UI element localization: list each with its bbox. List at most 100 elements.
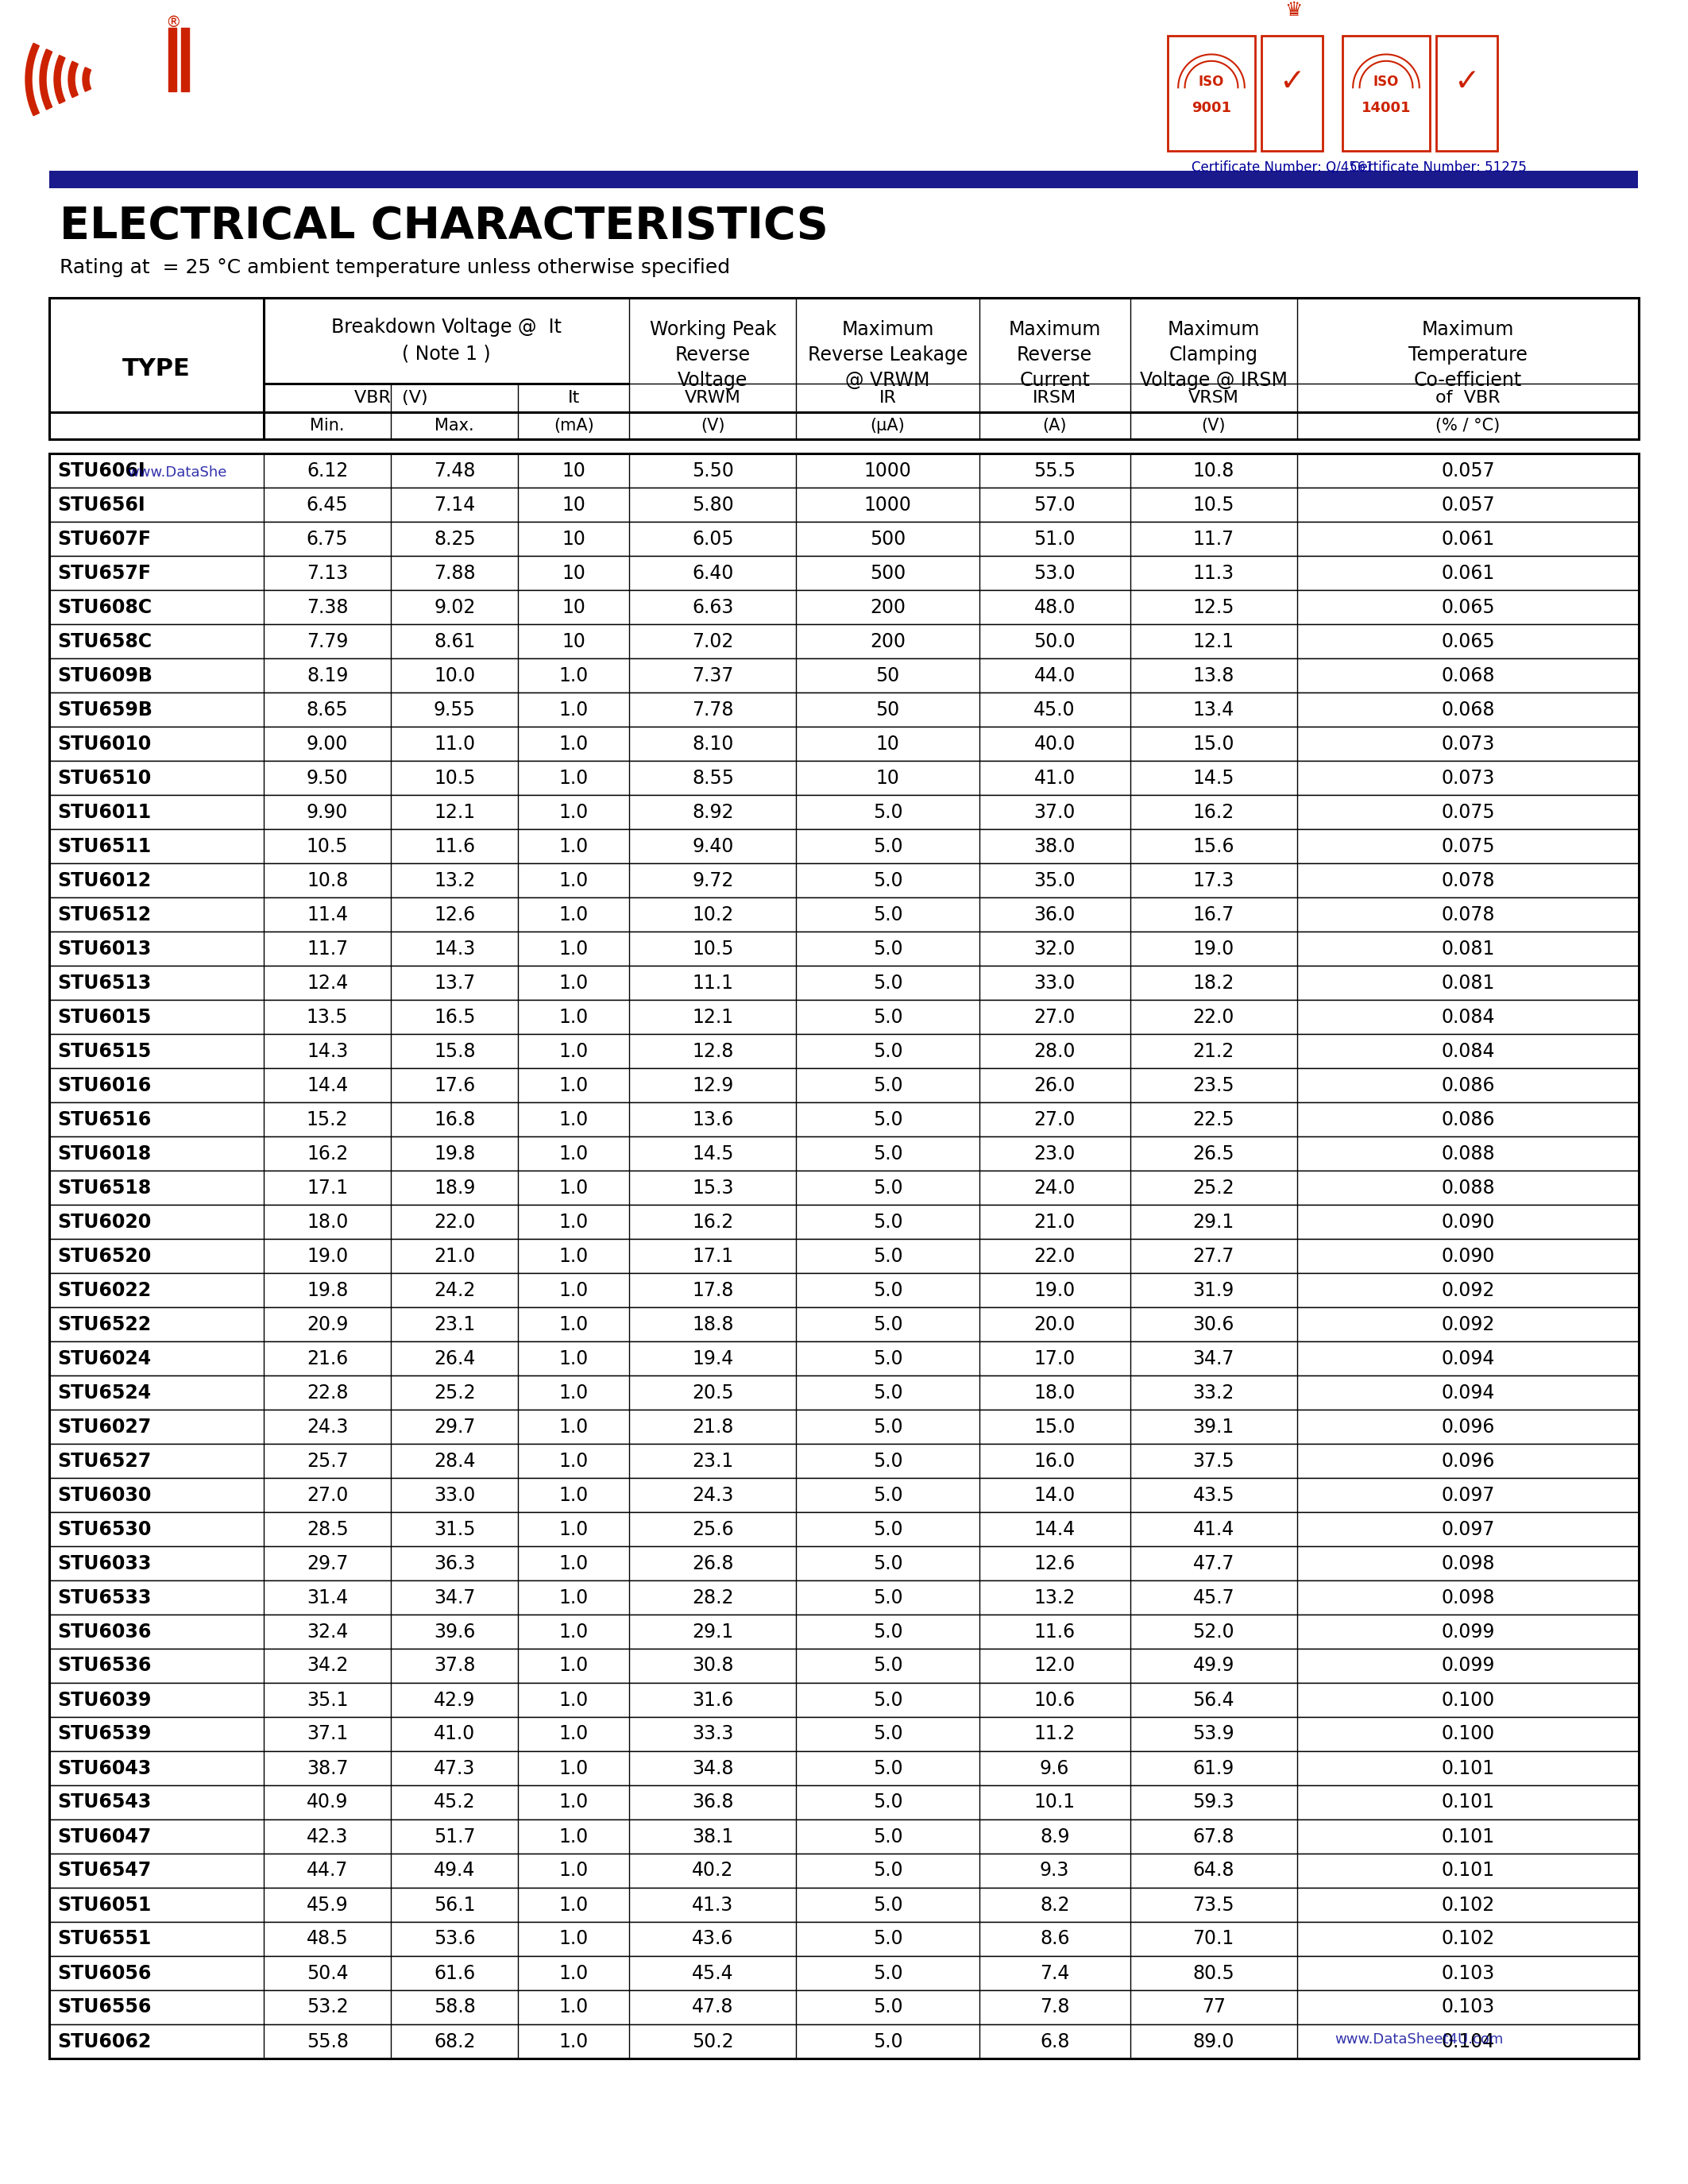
Bar <box>49 965 1639 1000</box>
Text: 45.9: 45.9 <box>307 1896 348 1915</box>
Text: 1.0: 1.0 <box>559 871 589 889</box>
Text: 14.0: 14.0 <box>1033 1485 1075 1505</box>
Text: 34.8: 34.8 <box>692 1758 734 1778</box>
Text: Min.: Min. <box>311 417 344 435</box>
Text: 14.5: 14.5 <box>1193 769 1234 788</box>
Text: 1.0: 1.0 <box>559 1452 589 1470</box>
Text: 5.0: 5.0 <box>873 1212 903 1232</box>
Text: 22.8: 22.8 <box>307 1382 348 1402</box>
Text: 1.0: 1.0 <box>559 836 589 856</box>
Text: 45.0: 45.0 <box>1033 701 1075 719</box>
Text: 1000: 1000 <box>864 496 912 513</box>
Text: ISO: ISO <box>1198 74 1224 90</box>
Bar <box>49 1409 1639 1444</box>
Text: 27.0: 27.0 <box>1033 1109 1075 1129</box>
Text: 33.0: 33.0 <box>1033 974 1075 992</box>
Text: 1.0: 1.0 <box>559 1998 589 2016</box>
Text: 80.5: 80.5 <box>1193 1963 1234 1983</box>
Text: 24.2: 24.2 <box>434 1280 476 1299</box>
Text: 9.00: 9.00 <box>307 734 348 753</box>
Text: IR: IR <box>879 391 896 406</box>
Text: 43.5: 43.5 <box>1193 1485 1234 1505</box>
Bar <box>49 557 1639 590</box>
Text: 52.0: 52.0 <box>1193 1623 1234 1640</box>
Text: 5.0: 5.0 <box>873 1315 903 1334</box>
Text: 29.7: 29.7 <box>307 1553 348 1572</box>
Text: 41.0: 41.0 <box>1033 769 1075 788</box>
Text: 58.8: 58.8 <box>434 1998 476 2016</box>
Text: STU6556: STU6556 <box>57 1998 152 2016</box>
Text: 23.5: 23.5 <box>1193 1077 1234 1094</box>
Text: 17.1: 17.1 <box>692 1247 734 1265</box>
Text: 14.4: 14.4 <box>307 1077 348 1094</box>
Text: 5.0: 5.0 <box>873 1623 903 1640</box>
Text: Max.: Max. <box>436 417 474 435</box>
Text: 19.0: 19.0 <box>1193 939 1234 959</box>
Text: 500: 500 <box>869 529 906 548</box>
Text: 7.8: 7.8 <box>1040 1998 1070 2016</box>
Text: 61.9: 61.9 <box>1193 1758 1234 1778</box>
Text: 26.8: 26.8 <box>692 1553 734 1572</box>
Text: 40.0: 40.0 <box>1033 734 1075 753</box>
Text: 17.0: 17.0 <box>1033 1350 1075 1367</box>
Text: 39.6: 39.6 <box>434 1623 476 1640</box>
Text: 19.4: 19.4 <box>692 1350 734 1367</box>
Text: 5.0: 5.0 <box>873 1007 903 1026</box>
Text: 10.0: 10.0 <box>434 666 476 686</box>
Text: Certificate Number: Q/4561: Certificate Number: Q/4561 <box>1192 159 1374 175</box>
Text: 29.1: 29.1 <box>1193 1212 1234 1232</box>
Text: 11.6: 11.6 <box>1035 1623 1075 1640</box>
Text: 36.8: 36.8 <box>692 1793 734 1813</box>
Text: 5.0: 5.0 <box>873 1896 903 1915</box>
Text: 11.7: 11.7 <box>1193 529 1234 548</box>
Text: 1.0: 1.0 <box>559 1212 589 1232</box>
Text: 15.2: 15.2 <box>307 1109 348 1129</box>
Bar <box>1436 35 1497 151</box>
Text: (μA): (μA) <box>871 417 905 435</box>
Bar <box>49 454 1639 2060</box>
Bar <box>49 1273 1639 1308</box>
Text: 21.8: 21.8 <box>692 1417 734 1437</box>
Text: STU6516: STU6516 <box>57 1109 152 1129</box>
Bar <box>49 590 1639 625</box>
Text: 5.0: 5.0 <box>873 1725 903 1743</box>
Text: STU6511: STU6511 <box>57 836 150 856</box>
Text: 1.0: 1.0 <box>559 1928 589 1948</box>
Bar <box>49 1752 1639 1784</box>
Text: 23.1: 23.1 <box>692 1452 734 1470</box>
Text: 7.02: 7.02 <box>692 631 734 651</box>
Bar <box>49 933 1639 965</box>
Text: 0.078: 0.078 <box>1442 871 1494 889</box>
Text: STU6036: STU6036 <box>57 1623 152 1640</box>
Text: 0.101: 0.101 <box>1442 1828 1494 1845</box>
Text: 32.4: 32.4 <box>307 1623 348 1640</box>
Text: Maximum
Clamping
Voltage @ IRSM: Maximum Clamping Voltage @ IRSM <box>1139 321 1288 389</box>
Text: 43.6: 43.6 <box>692 1928 734 1948</box>
Text: 45.7: 45.7 <box>1193 1588 1234 1607</box>
Text: 9.72: 9.72 <box>692 871 734 889</box>
Text: 0.092: 0.092 <box>1442 1280 1494 1299</box>
Text: 10.5: 10.5 <box>307 836 348 856</box>
Text: 26.4: 26.4 <box>434 1350 476 1367</box>
Text: TYPE: TYPE <box>123 356 191 380</box>
Text: 1.0: 1.0 <box>559 1553 589 1572</box>
Text: 10: 10 <box>562 461 586 480</box>
Text: 5.0: 5.0 <box>873 1280 903 1299</box>
Text: 27.7: 27.7 <box>1193 1247 1234 1265</box>
Bar <box>49 297 1639 439</box>
Text: 19.8: 19.8 <box>434 1144 476 1164</box>
Text: 8.6: 8.6 <box>1040 1928 1070 1948</box>
Text: 12.6: 12.6 <box>434 904 476 924</box>
Text: STU6013: STU6013 <box>57 939 152 959</box>
Text: 89.0: 89.0 <box>1193 2031 1234 2051</box>
Text: 12.1: 12.1 <box>434 802 476 821</box>
Text: 0.073: 0.073 <box>1442 734 1494 753</box>
Text: 0.097: 0.097 <box>1442 1485 1494 1505</box>
Text: STU6062: STU6062 <box>57 2031 152 2051</box>
Bar <box>49 1308 1639 1341</box>
Text: 5.0: 5.0 <box>873 1588 903 1607</box>
Text: STU6015: STU6015 <box>57 1007 152 1026</box>
Bar <box>49 170 1637 188</box>
Text: Certificate Number: 51275: Certificate Number: 51275 <box>1350 159 1526 175</box>
Bar <box>49 1206 1639 1238</box>
